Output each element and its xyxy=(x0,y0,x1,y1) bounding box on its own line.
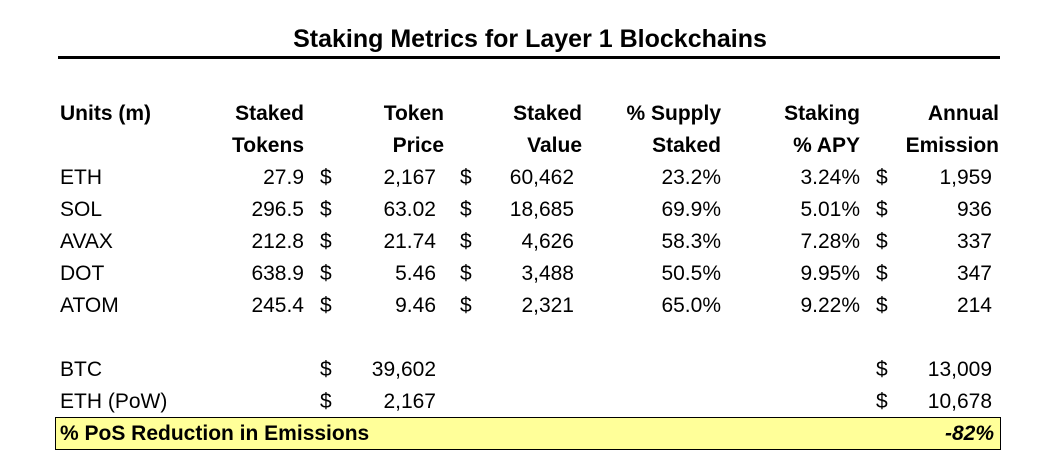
row-atom-staked-tokens: 245.4 xyxy=(251,294,304,317)
row-btc-token-price: 39,602 xyxy=(371,358,436,381)
row-avax-apy: 7.28% xyxy=(800,230,860,253)
row-eth-pow-name: ETH (PoW) xyxy=(60,390,168,413)
header-staked-value-1: Staked xyxy=(513,102,582,125)
row-sol-staked-tokens: 296.5 xyxy=(251,198,304,221)
row-avax-staked-value: 4,626 xyxy=(521,230,574,253)
header-token-price-2: Price xyxy=(392,134,444,157)
row-sol-apy: 5.01% xyxy=(800,198,860,221)
row-dot-name: DOT xyxy=(60,262,105,285)
row-eth-staked-value: 60,462 xyxy=(509,166,574,189)
currency-symbol: $ xyxy=(460,230,472,253)
summary-value: -82% xyxy=(944,422,994,445)
currency-symbol: $ xyxy=(320,230,332,253)
row-btc-emission: 13,009 xyxy=(927,358,992,381)
row-sol-staked-value: 18,685 xyxy=(509,198,574,221)
header-staked-tokens-2: Tokens xyxy=(232,134,304,157)
row-eth-token-price: 2,167 xyxy=(383,166,436,189)
table-title: Staking Metrics for Layer 1 Blockchains xyxy=(293,25,767,53)
header-units: Units (m) xyxy=(60,102,151,125)
row-atom-staked-value: 2,321 xyxy=(521,294,574,317)
header-annual-emission-2: Emission xyxy=(905,134,999,157)
header-staking-apy-2: % APY xyxy=(793,134,860,157)
currency-symbol: $ xyxy=(460,166,472,189)
row-dot-supply-staked: 50.5% xyxy=(661,262,721,285)
row-dot-staked-value: 3,488 xyxy=(521,262,574,285)
row-sol-name: SOL xyxy=(60,198,103,221)
currency-symbol: $ xyxy=(320,262,332,285)
row-atom-apy: 9.22% xyxy=(800,294,860,317)
currency-symbol: $ xyxy=(876,358,888,381)
summary-label: % PoS Reduction in Emissions xyxy=(60,422,370,445)
currency-symbol: $ xyxy=(876,198,888,221)
summary-row: % PoS Reduction in Emissions -82% xyxy=(55,417,1001,450)
currency-symbol: $ xyxy=(876,166,888,189)
row-atom-supply-staked: 65.0% xyxy=(661,294,721,317)
row-atom-emission: 214 xyxy=(956,294,992,317)
currency-symbol: $ xyxy=(320,358,332,381)
row-dot-apy: 9.95% xyxy=(800,262,860,285)
row-avax-token-price: 21.74 xyxy=(383,230,436,253)
row-eth-name: ETH xyxy=(60,166,102,189)
currency-symbol: $ xyxy=(876,262,888,285)
row-atom-name: ATOM xyxy=(60,294,119,317)
currency-symbol: $ xyxy=(320,198,332,221)
currency-symbol: $ xyxy=(320,390,332,413)
row-eth-pow-token-price: 2,167 xyxy=(383,390,436,413)
currency-symbol: $ xyxy=(876,230,888,253)
row-eth-staked-tokens: 27.9 xyxy=(263,166,304,189)
row-avax-emission: 337 xyxy=(956,230,992,253)
currency-symbol: $ xyxy=(460,294,472,317)
header-supply-staked-1: % Supply xyxy=(626,102,721,125)
row-sol-token-price: 63.02 xyxy=(383,198,436,221)
row-btc-name: BTC xyxy=(60,358,102,381)
row-avax-staked-tokens: 212.8 xyxy=(251,230,304,253)
row-eth-apy: 3.24% xyxy=(800,166,860,189)
header-annual-emission-1: Annual xyxy=(927,102,999,125)
currency-symbol: $ xyxy=(460,262,472,285)
currency-symbol: $ xyxy=(876,390,888,413)
row-dot-token-price: 5.46 xyxy=(395,262,436,285)
row-atom-token-price: 9.46 xyxy=(395,294,436,317)
header-staked-value-2: Value xyxy=(527,134,582,157)
currency-symbol: $ xyxy=(876,294,888,317)
header-staked-tokens-1: Staked xyxy=(235,102,304,125)
currency-symbol: $ xyxy=(320,294,332,317)
row-eth-pow-emission: 10,678 xyxy=(927,390,992,413)
row-sol-supply-staked: 69.9% xyxy=(661,198,721,221)
currency-symbol: $ xyxy=(460,198,472,221)
row-eth-emission: 1,959 xyxy=(939,166,992,189)
header-supply-staked-2: Staked xyxy=(652,134,721,157)
header-staking-apy-1: Staking xyxy=(784,102,860,125)
row-avax-name: AVAX xyxy=(60,230,113,253)
header-token-price-1: Token xyxy=(383,102,444,125)
title-underline xyxy=(58,56,1000,59)
row-dot-staked-tokens: 638.9 xyxy=(251,262,304,285)
row-sol-emission: 936 xyxy=(956,198,992,221)
row-eth-supply-staked: 23.2% xyxy=(661,166,721,189)
row-avax-supply-staked: 58.3% xyxy=(661,230,721,253)
currency-symbol: $ xyxy=(320,166,332,189)
row-dot-emission: 347 xyxy=(956,262,992,285)
